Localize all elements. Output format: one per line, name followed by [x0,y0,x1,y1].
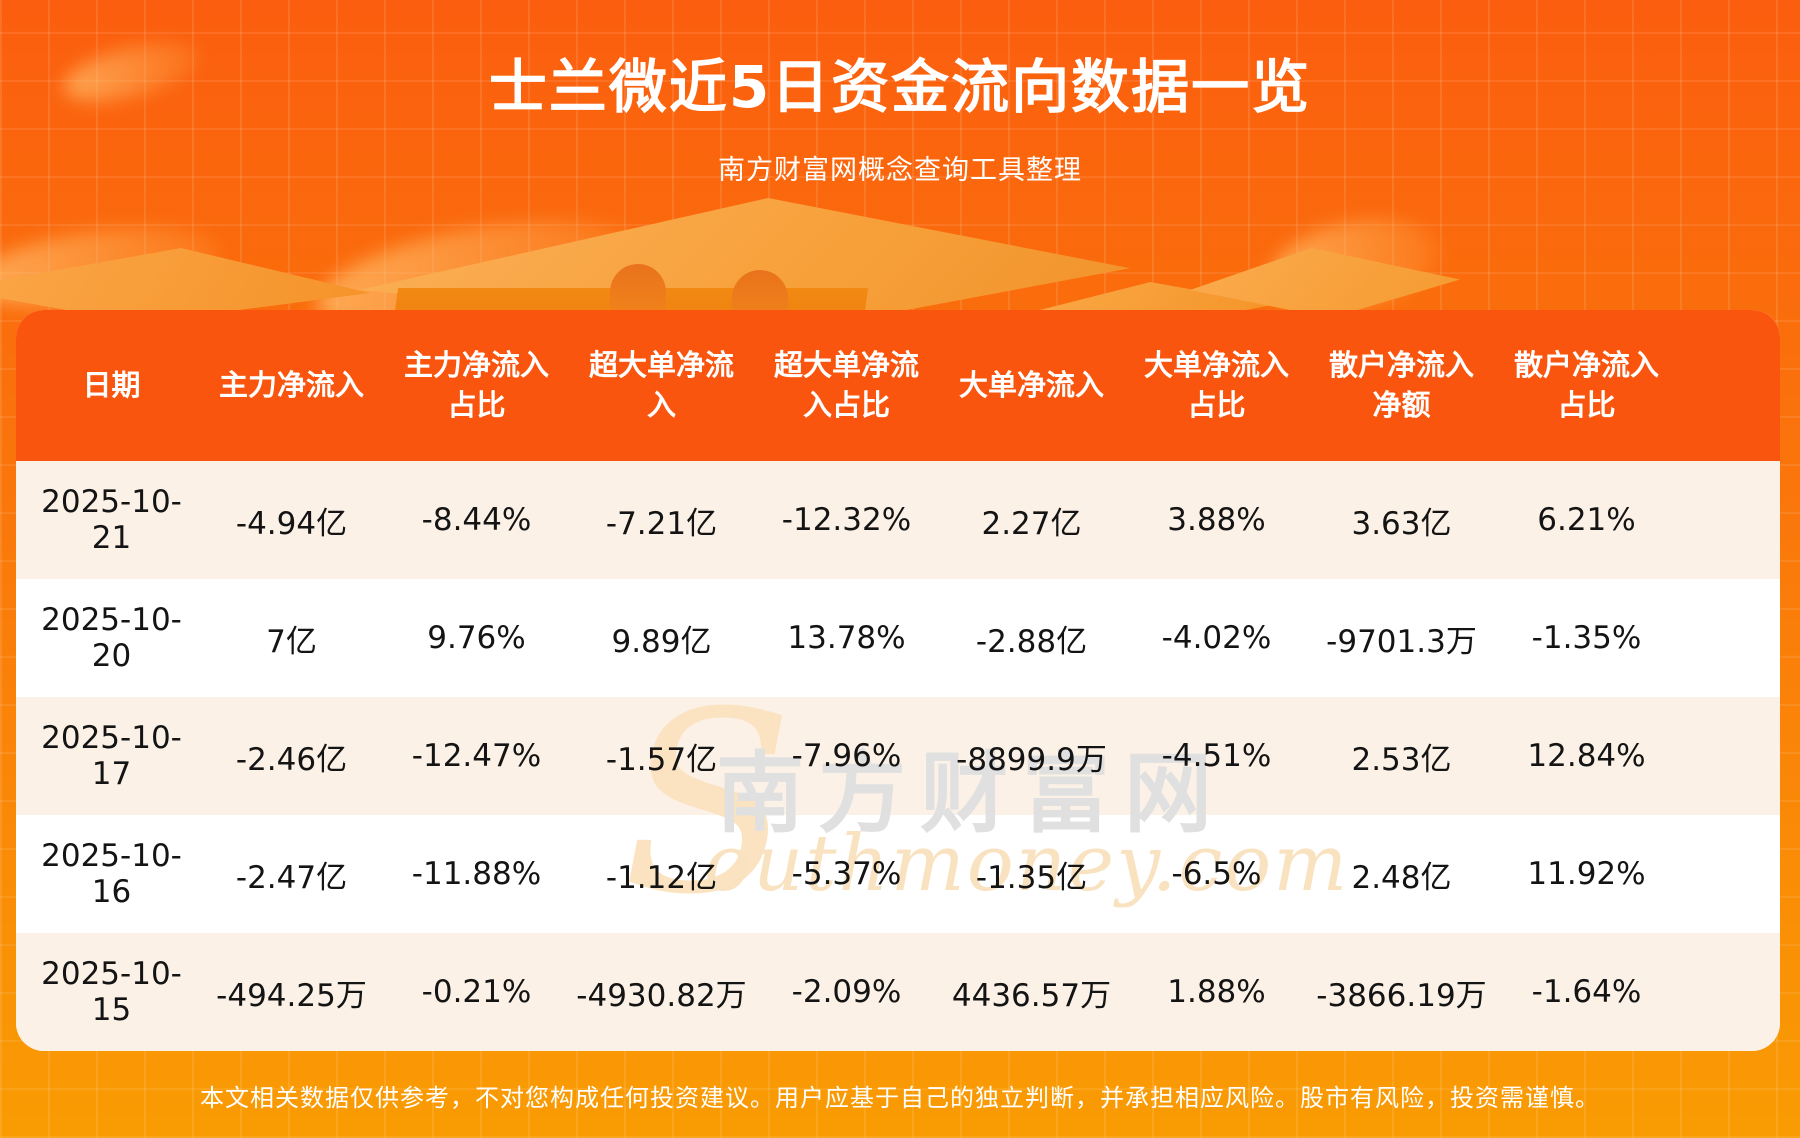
cell-date: 2025-10-20 [41,602,182,674]
cell: -4.02% [1161,620,1272,656]
cell: 9.89亿 [611,623,712,660]
cell: -2.88亿 [975,623,1088,660]
cell-date: 2025-10-16 [41,838,182,910]
column-header-large-net-inflow: 大单净流入 [958,367,1104,402]
cell-date: 2025-10-17 [41,720,182,792]
table-body: 2025-10-21 -4.94亿 -8.44% -7.21亿 -12.32% … [16,461,1780,1051]
cell: -11.88% [411,856,542,892]
cell: 1.88% [1167,974,1266,1010]
cell: -1.12亿 [605,859,718,896]
cell: 13.78% [787,620,906,656]
cell: -1.35% [1531,620,1642,656]
cell: -1.35亿 [975,859,1088,896]
cell: -9701.3万 [1326,623,1477,660]
cell: 2.27亿 [981,505,1082,542]
cell: -4.94亿 [235,505,348,542]
table-row: 2025-10-17 -2.46亿 -12.47% -1.57亿 -7.96% … [16,697,1780,815]
column-header-retail-net-inflow-ratio: 散户净流入 占比 [1513,348,1659,422]
column-header-date: 日期 [82,367,141,402]
table-row: 2025-10-16 -2.47亿 -11.88% -1.12亿 -5.37% … [16,815,1780,933]
blur-streak-decoration [1263,205,1447,324]
cell: -12.32% [781,502,912,538]
cell: -2.09% [791,974,902,1010]
cell-date: 2025-10-21 [41,484,182,556]
column-header-main-net-inflow-ratio: 主力净流入 占比 [403,348,549,422]
cell: -2.46亿 [235,741,348,778]
cell: -0.21% [421,974,532,1010]
fund-flow-table: 日期 主力净流入 主力净流入 占比 超大单净流入 超大单净流 入占比 大单净流入 大… [16,310,1780,1051]
cell: 7亿 [266,623,317,660]
cell: 6.21% [1537,502,1636,538]
disclaimer-text: 本文相关数据仅供参考，不对您构成任何投资建议。用户应基于自己的独立判断，并承担相… [200,1084,1600,1112]
cell: 11.92% [1527,856,1646,892]
cell: 3.88% [1167,502,1266,538]
table-row: 2025-10-20 7亿 9.76% 9.89亿 13.78% -2.88亿 … [16,579,1780,697]
blur-streak-decoration [0,214,224,320]
cell: -7.96% [791,738,902,774]
cell: -4930.82万 [576,977,747,1014]
column-header-super-large-net-inflow: 超大单净流入 [588,348,734,422]
podium-block-right [1190,248,1460,318]
cell: -7.21亿 [605,505,718,542]
table-row: 2025-10-21 -4.94亿 -8.44% -7.21亿 -12.32% … [16,461,1780,579]
cell: -8899.9万 [956,741,1107,778]
cell: -5.37% [791,856,902,892]
cell: -2.47亿 [235,859,348,896]
cell: 9.76% [427,620,526,656]
table-row: 2025-10-15 -494.25万 -0.21% -4930.82万 -2.… [16,933,1780,1051]
cell: -1.64% [1531,974,1642,1010]
column-header-large-net-inflow-ratio: 大单净流入 占比 [1143,348,1289,422]
column-header-super-large-net-inflow-ratio: 超大单净流 入占比 [773,348,919,422]
table-header-row: 日期 主力净流入 主力净流入 占比 超大单净流入 超大单净流 入占比 大单净流入 大… [16,310,1780,461]
cell: -4.51% [1161,738,1272,774]
podium-arch-decoration [610,264,666,310]
page-title: 士兰微近5日资金流向数据一览 [488,53,1312,121]
column-header-retail-net-inflow: 散户净流入 净额 [1328,348,1474,422]
cell: -1.57亿 [605,741,718,778]
cell: 4436.57万 [951,977,1112,1014]
cell: -3866.19万 [1316,977,1487,1014]
cell: 3.63亿 [1351,505,1452,542]
cell: 2.48亿 [1351,859,1452,896]
cell: 12.84% [1527,738,1646,774]
cell: -6.5% [1171,856,1262,892]
cell: -494.25万 [216,977,367,1014]
page-subtitle: 南方财富网概念查询工具整理 [718,155,1082,186]
column-header-main-net-inflow: 主力净流入 [218,367,364,402]
cell: -12.47% [411,738,542,774]
cell: -8.44% [421,502,532,538]
cell-date: 2025-10-15 [41,956,182,1028]
cell: 2.53亿 [1351,741,1452,778]
